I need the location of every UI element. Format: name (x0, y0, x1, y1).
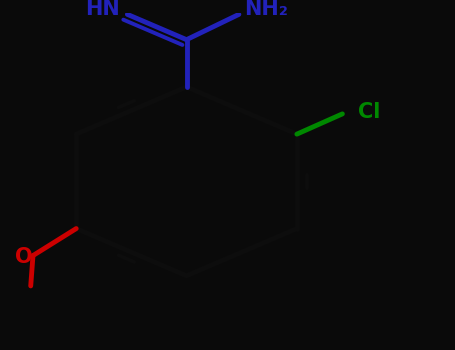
Text: HN: HN (85, 0, 120, 19)
Text: O: O (15, 247, 33, 267)
Text: Cl: Cl (358, 102, 381, 122)
Text: NH₂: NH₂ (244, 0, 288, 19)
